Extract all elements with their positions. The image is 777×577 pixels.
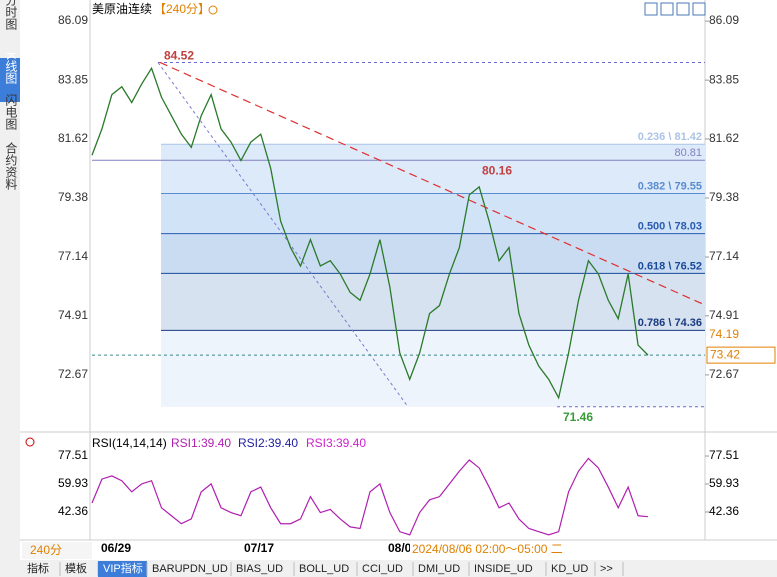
tab[interactable]: KD_UD <box>551 563 588 575</box>
tab-bar <box>0 560 777 577</box>
rsi-tick-label-right: 77.51 <box>709 448 739 462</box>
fib-label: 0.500 \ 78.03 <box>638 220 702 232</box>
legend-entry: RSI2:39.40 <box>238 436 298 450</box>
rsi-tick-label-right: 42.36 <box>709 504 739 518</box>
period-button-bg[interactable] <box>22 542 92 559</box>
tab[interactable]: BARUPDN_UD <box>152 563 228 575</box>
title: 美原油连续 <box>92 1 152 16</box>
fib-label: 0.618 \ 76.52 <box>638 260 702 272</box>
y-tick-label: 74.91 <box>58 308 88 322</box>
y-tick-label: 86.09 <box>58 13 88 27</box>
y-tick-label-right: 83.85 <box>709 72 739 86</box>
tab[interactable]: BOLL_UD <box>299 563 349 575</box>
fib-zone <box>161 144 705 194</box>
period-button[interactable]: 240分 <box>30 543 62 557</box>
y-tick-label-right: 86.09 <box>709 13 739 27</box>
tab[interactable]: 模板 <box>65 561 87 575</box>
legend-entry: RSI1:39.40 <box>171 436 231 450</box>
date-label: 07/17 <box>244 541 274 555</box>
y-tick-label: 72.67 <box>58 367 88 381</box>
y-tick-label: 83.85 <box>58 72 88 86</box>
price-line <box>91 66 649 400</box>
legend-entry: RSI3:39.40 <box>306 436 366 450</box>
rsi-tick-label: 77.51 <box>58 448 88 462</box>
annotation: 84.52 <box>164 49 194 63</box>
rsi-tick-label: 42.36 <box>58 504 88 518</box>
last-price: 73.42 <box>710 347 740 361</box>
tab[interactable]: 指标 <box>27 561 49 575</box>
annotation: 80.16 <box>482 164 512 178</box>
sidebar <box>0 0 20 560</box>
rsi-tick-label-right: 59.93 <box>709 476 739 490</box>
rsi-tick-label: 59.93 <box>58 476 88 490</box>
rsi-title: RSI(14,14,14) <box>92 436 167 450</box>
crosshair-time: 2024/08/06 02:00～05:00 二 <box>412 542 563 556</box>
y-tick-label-right: 77.14 <box>709 249 739 263</box>
y-tick-label: 77.14 <box>58 249 88 263</box>
crosshair-box <box>410 542 575 558</box>
date-label: 08/0 <box>388 541 412 555</box>
rsi-icon[interactable] <box>25 437 35 447</box>
y-tick-label: 81.62 <box>58 131 88 145</box>
annotation: 71.46 <box>563 410 593 424</box>
fib-zone <box>161 330 705 407</box>
sidebar-label[interactable]: 分时图 <box>4 0 18 30</box>
sidebar-active <box>0 58 20 102</box>
tab[interactable]: DMI_UD <box>418 563 460 575</box>
y-tick-label-right: 79.38 <box>709 190 739 204</box>
fib-zone <box>161 193 705 234</box>
fib-label: 0.236 \ 81.42 <box>638 131 702 143</box>
last-price-box <box>706 346 776 364</box>
fib-label: 0.786 \ 74.36 <box>638 317 702 329</box>
fib-diagonal <box>157 62 409 408</box>
tab[interactable]: >> <box>600 563 613 575</box>
sidebar-label[interactable]: 闪电图 <box>4 94 18 130</box>
period: 【240分】 <box>154 2 210 16</box>
fib-label: 0.382 \ 79.55 <box>638 180 702 192</box>
fib-zone <box>161 273 705 331</box>
y-tick-label: 79.38 <box>58 190 88 204</box>
fib-zone <box>161 233 705 274</box>
reference-label: 80.81 <box>674 147 702 159</box>
toolbar-icons[interactable] <box>644 2 706 16</box>
settings-icon[interactable] <box>208 5 218 15</box>
y-tick-label-right: 81.62 <box>709 131 739 145</box>
sidebar-label[interactable]: 合约资料 <box>4 141 18 190</box>
trend-line <box>159 61 706 306</box>
sidebar-label[interactable]: K线图 <box>4 52 18 84</box>
tab[interactable]: VIP指标 <box>103 561 143 575</box>
y-tick-label-right: 72.67 <box>709 367 739 381</box>
tab[interactable]: CCI_UD <box>362 563 403 575</box>
tab[interactable]: BIAS_UD <box>236 563 283 575</box>
date-label: 06/29 <box>101 541 131 555</box>
tab[interactable]: INSIDE_UD <box>474 563 533 575</box>
marker-price: 74.19 <box>709 327 739 341</box>
rsi-line <box>91 457 649 536</box>
tab-active[interactable] <box>98 561 147 577</box>
y-tick-label-right: 74.91 <box>709 308 739 322</box>
